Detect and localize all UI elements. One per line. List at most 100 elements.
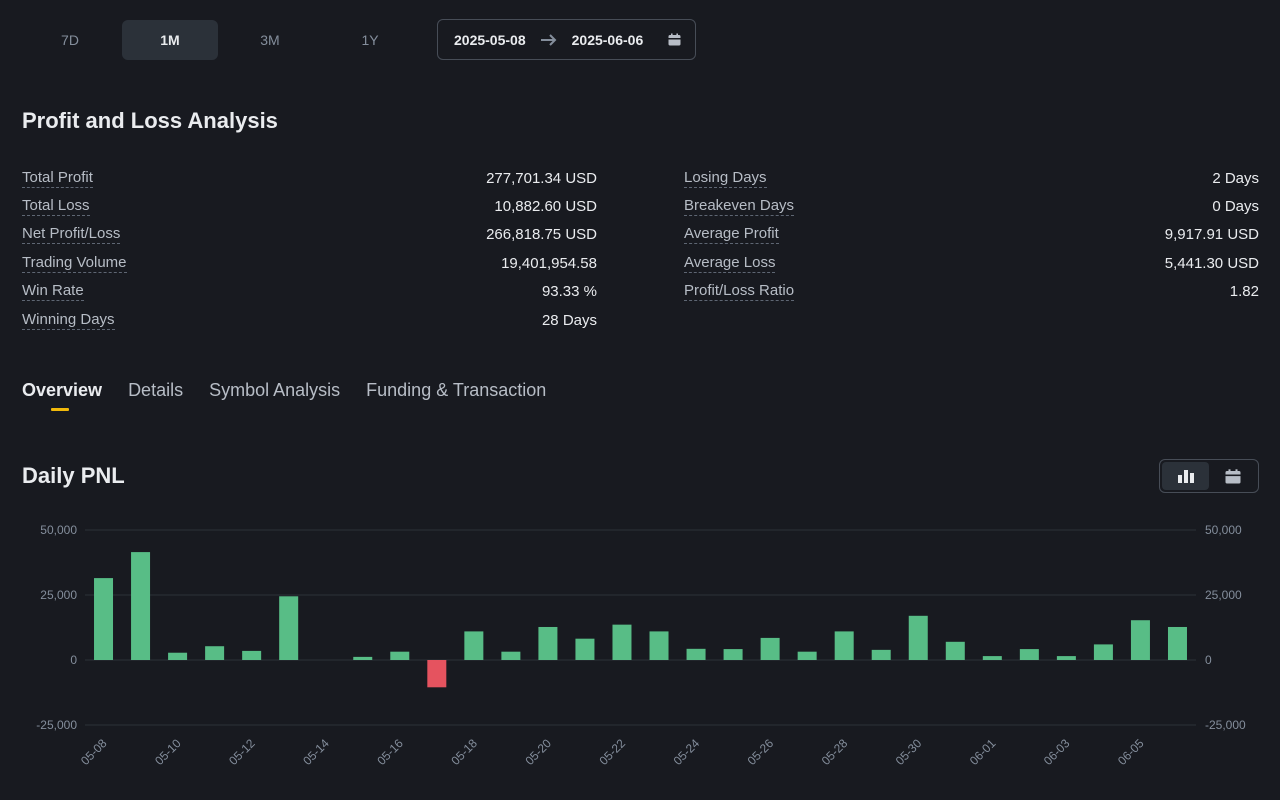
y-tick-label-right: 25,000 [1205,588,1242,602]
pnl-bar-05-12 [242,650,262,660]
stat-value: 28 Days [541,311,597,329]
pnl-bar-05-11 [205,646,225,660]
stat-label[interactable]: Losing Days [684,168,767,188]
stat-pnl-ratio: Profit/Loss Ratio 1.82 [684,278,1259,306]
pnl-bar-05-22 [612,624,632,660]
tab-funding-transaction[interactable]: Funding & Transaction [366,380,546,411]
x-tick-label: 05-18 [448,736,480,768]
calendar-icon[interactable] [668,33,681,46]
stat-label[interactable]: Breakeven Days [684,197,795,217]
end-date[interactable]: 2025-06-06 [571,31,644,48]
x-tick-label: 05-10 [152,736,184,768]
stat-winning-days: Winning Days 28 Days [22,306,597,334]
calendar-icon [1225,468,1240,483]
stat-average-loss: Average Loss 5,441.30 USD [684,249,1259,277]
stat-total-loss: Total Loss 10,882.60 USD [22,192,597,220]
range-1m-button[interactable]: 1M [122,20,218,60]
tab-symbol-analysis[interactable]: Symbol Analysis [209,380,340,411]
chart-bars [94,552,1187,688]
stat-trading-volume: Trading Volume 19,401,954.58 [22,249,597,277]
y-tick-label-right: -25,000 [1205,718,1246,732]
tab-label: Details [128,380,184,400]
pnl-stats-left: Total Profit 277,701.34 USD Total Loss 1… [22,164,597,334]
chart-gridlines [85,529,1196,726]
calendar-view-button[interactable] [1209,462,1256,490]
pnl-bar-06-05 [1130,620,1150,660]
stat-net-pnl: Net Profit/Loss 266,818.75 USD [22,221,597,249]
stat-breakeven-days: Breakeven Days 0 Days [684,192,1259,220]
pnl-bar-05-29 [871,649,891,660]
stat-value: 277,701.34 USD [486,169,597,187]
pnl-analysis-title: Profit and Loss Analysis [22,108,278,133]
stat-label[interactable]: Average Profit [684,225,779,245]
x-tick-label: 06-05 [1115,736,1147,768]
tab-details[interactable]: Details [128,380,183,411]
pnl-bar-06-01 [982,656,1002,660]
x-tick-label: 06-03 [1041,736,1073,768]
y-tick-label-right: 50,000 [1205,523,1242,537]
stat-value: 2 Days [1212,169,1259,187]
x-tick-label: 05-16 [374,736,406,768]
stat-value: 266,818.75 USD [486,226,597,244]
range-1y-button[interactable]: 1Y [361,32,379,48]
y-tick-label-left: 50,000 [40,523,77,537]
pnl-bar-05-17 [427,660,447,688]
stat-value: 9,917.91 USD [1164,226,1259,244]
stat-value: 1.82 [1229,283,1259,301]
stat-label[interactable]: Trading Volume [22,253,127,273]
stat-label[interactable]: Total Profit [22,168,93,188]
pnl-bar-05-30 [908,615,928,660]
pnl-bar-05-26 [760,637,780,660]
x-tick-label: 06-01 [967,736,999,768]
pnl-bar-05-16 [390,651,410,660]
stat-label[interactable]: Average Loss [684,253,776,273]
pnl-bar-06-03 [1056,656,1076,660]
y-tick-label-left: 25,000 [40,588,77,602]
x-tick-label: 05-26 [745,736,777,768]
analysis-tabs: Overview Details Symbol Analysis Funding… [22,380,572,411]
stat-label[interactable]: Winning Days [22,310,115,330]
pnl-bar-05-23 [649,631,669,660]
start-date[interactable]: 2025-05-08 [454,31,526,48]
tab-label: Funding & Transaction [366,380,547,400]
x-axis: 05-08 05-10 05-12 05-14 05-16 05-18 05-20 05-22… [78,736,1147,768]
pnl-bar-05-24 [686,648,706,660]
stat-value: 5,441.30 USD [1164,254,1259,272]
x-tick-label: 05-22 [596,736,628,768]
stat-label[interactable]: Net Profit/Loss [22,225,121,245]
bar-chart-view-button[interactable] [1162,462,1209,490]
pnl-bar-06-02 [1019,649,1039,660]
tab-label: Overview [22,380,103,400]
range-7d-button[interactable]: 7D [61,32,79,48]
y-axis-left: 50,000 25,000 0 -25,000 [36,523,77,732]
tab-label: Symbol Analysis [209,380,341,400]
y-tick-label-left: 0 [70,653,77,667]
pnl-bar-06-04 [1093,644,1113,660]
time-range-selector: 7D 1M 3M 1Y [22,20,422,60]
stat-label[interactable]: Win Rate [22,282,84,302]
pnl-bar-05-09 [131,552,151,660]
pnl-bar-05-10 [168,652,188,660]
stat-value: 19,401,954.58 [501,254,597,272]
pnl-bar-05-13 [279,596,299,660]
pnl-stats-right: Losing Days 2 Days Breakeven Days 0 Days… [684,164,1259,306]
active-tab-indicator [51,408,69,411]
pnl-bar-05-19 [501,651,521,660]
x-tick-label: 05-14 [300,736,332,768]
stat-label[interactable]: Total Loss [22,197,90,217]
pnl-bar-05-27 [797,651,817,660]
y-tick-label-left: -25,000 [36,718,77,732]
x-tick-label: 05-20 [522,736,554,768]
stat-label[interactable]: Profit/Loss Ratio [684,282,795,302]
pnl-bar-05-31 [945,641,965,660]
stat-total-profit: Total Profit 277,701.34 USD [22,164,597,192]
stat-average-profit: Average Profit 9,917.91 USD [684,221,1259,249]
range-3m-button[interactable]: 3M [260,32,280,48]
x-tick-label: 05-12 [226,736,258,768]
pnl-bar-05-21 [575,638,595,660]
stat-losing-days: Losing Days 2 Days [684,164,1259,192]
stat-value: 93.33 % [541,283,597,301]
tab-overview[interactable]: Overview [22,380,102,411]
pnl-bar-05-25 [723,649,743,660]
date-range-picker[interactable]: 2025-05-08 2025-06-06 [437,19,696,60]
